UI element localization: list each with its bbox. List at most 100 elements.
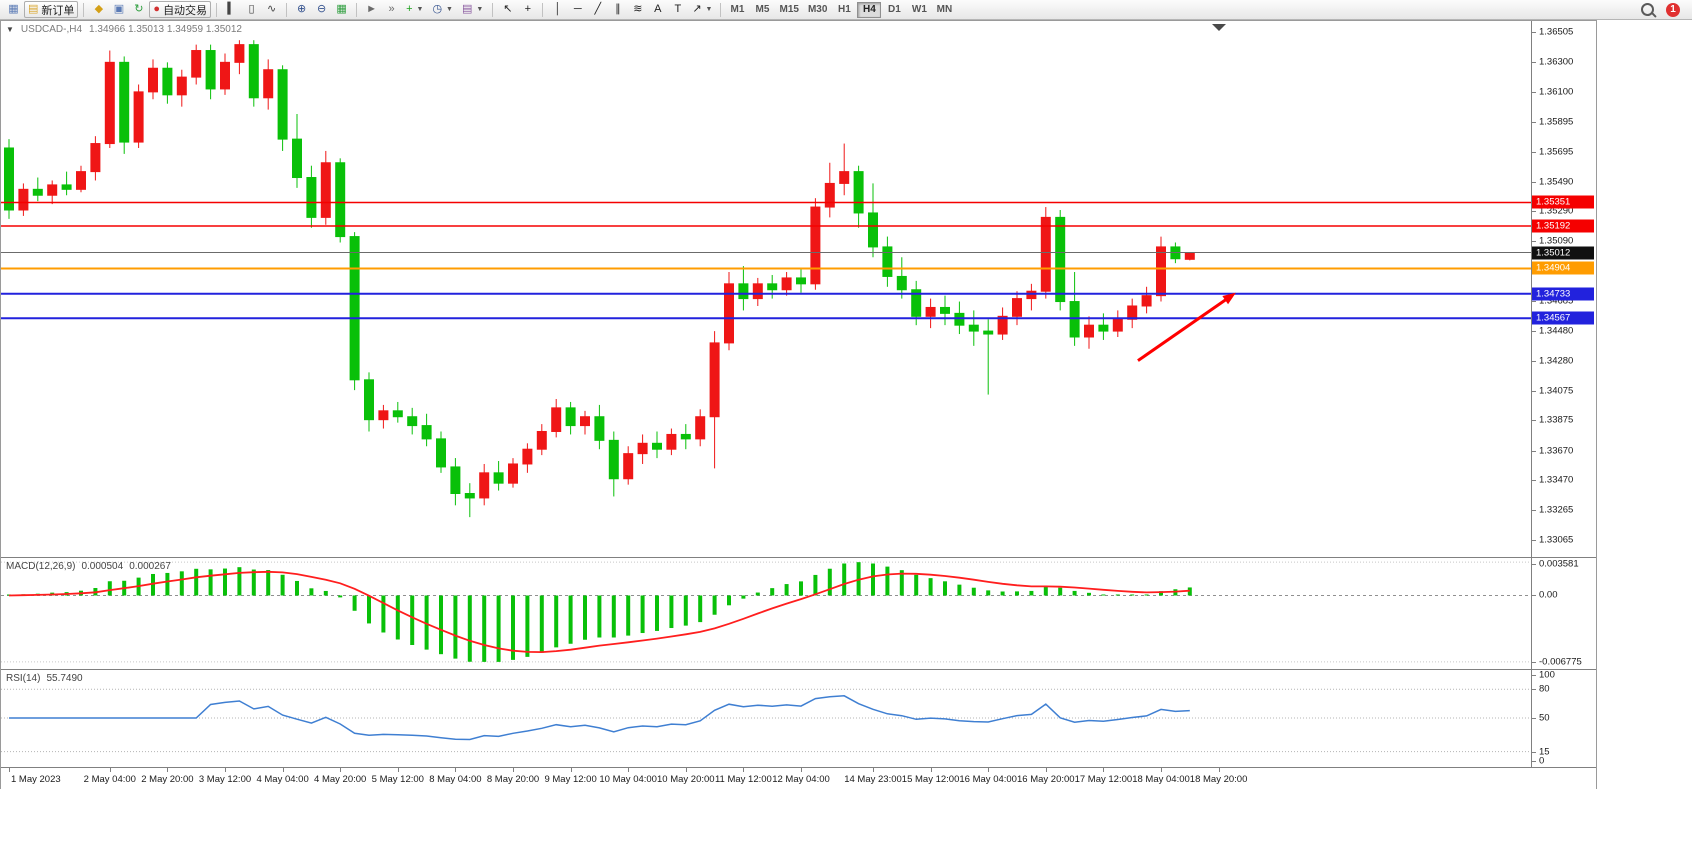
resistance-line-1-price-tag: 1.35351 bbox=[1532, 195, 1594, 209]
price-scale[interactable]: 1.36505 1.36300 1.36100 1.35895 1.35695 1.354… bbox=[1531, 21, 1596, 557]
timeframe-m1-button[interactable]: M1 bbox=[725, 2, 749, 18]
timeframe-m30-button[interactable]: M30 bbox=[804, 2, 831, 18]
time-axis-label: 11 May 12:00 bbox=[714, 774, 772, 785]
time-axis-tick bbox=[513, 768, 514, 772]
timeframe-m15-button[interactable]: M15 bbox=[775, 2, 802, 18]
toolbar-separator bbox=[83, 2, 85, 17]
price-scale-label: 1.35090 bbox=[1539, 235, 1574, 247]
time-axis-label: 17 May 12:00 bbox=[1074, 774, 1133, 785]
candle-body bbox=[551, 407, 562, 432]
candle-body bbox=[479, 472, 490, 499]
timeframe-mn-button[interactable]: MN bbox=[932, 2, 956, 18]
periods-button[interactable]: ◷ ▼ bbox=[428, 1, 457, 18]
candle-body bbox=[335, 162, 346, 238]
zoom-in-icon: ⊕ bbox=[296, 3, 307, 15]
candle-body bbox=[1069, 301, 1080, 338]
time-axis-label: 5 May 12:00 bbox=[371, 774, 424, 785]
line-chart-button[interactable]: ∿ bbox=[262, 1, 281, 18]
time-axis-label: 4 May 04:00 bbox=[256, 774, 309, 785]
rsi-value: 55.7490 bbox=[46, 673, 83, 684]
arrows-button[interactable]: ↗ ▼ bbox=[688, 1, 716, 18]
timeframe-m5-button[interactable]: M5 bbox=[750, 2, 774, 18]
rsi-scale-label: 0 bbox=[1539, 755, 1545, 767]
toolbar-separator bbox=[542, 2, 544, 17]
bar-chart-button[interactable]: ▍ bbox=[222, 1, 241, 18]
timeframe-d1-button[interactable]: D1 bbox=[882, 2, 906, 18]
indicators-button[interactable]: + ▼ bbox=[402, 1, 427, 18]
time-axis-tick bbox=[282, 768, 284, 772]
candlestick-button[interactable]: ▯ bbox=[242, 1, 261, 18]
rsi-scale-label: 80 bbox=[1539, 683, 1550, 695]
price-chart-plot[interactable] bbox=[1, 21, 1531, 557]
candle-body bbox=[796, 277, 806, 285]
rsi-plot-container: RSI(14) 55.7490 bbox=[1, 670, 1531, 767]
macd-plot[interactable] bbox=[1, 558, 1531, 668]
chart-shift-button[interactable]: » bbox=[382, 1, 401, 18]
one-click-trading-toggle-icon[interactable]: ▼ bbox=[6, 25, 14, 34]
candle-body bbox=[680, 433, 691, 440]
zoom-in-button[interactable]: ⊕ bbox=[292, 1, 311, 18]
auto-scroll-button[interactable]: ► bbox=[362, 1, 381, 18]
chart-shift-marker-icon[interactable] bbox=[1212, 24, 1226, 31]
timeframe-h1-button[interactable]: H1 bbox=[832, 2, 856, 18]
cursor-button[interactable]: ↖ bbox=[498, 1, 517, 18]
time-axis-tick bbox=[628, 768, 630, 772]
search-icon[interactable] bbox=[1641, 3, 1654, 16]
rsi-scale-tick bbox=[1532, 689, 1536, 691]
toolbar-separator bbox=[356, 2, 358, 17]
dropdown-arrow-icon: ▼ bbox=[476, 6, 484, 13]
time-axis-label: 9 May 12:00 bbox=[544, 774, 597, 785]
channel-icon: ∥ bbox=[615, 3, 621, 15]
candle-body bbox=[853, 171, 864, 214]
horizontal-line-button[interactable]: ─ bbox=[568, 1, 587, 18]
zoom-out-button[interactable]: ⊖ bbox=[312, 1, 331, 18]
text-button[interactable]: A bbox=[648, 1, 667, 18]
templates-button[interactable]: ▤ ▼ bbox=[458, 1, 487, 18]
candle-body bbox=[839, 171, 850, 184]
price-scale-tick bbox=[1532, 420, 1536, 422]
candle-body bbox=[983, 330, 994, 335]
price-scale-label: 1.33065 bbox=[1539, 534, 1574, 546]
candle-body bbox=[320, 162, 331, 218]
text-label-button[interactable]: T bbox=[668, 1, 687, 18]
red-arrow-head[interactable] bbox=[1222, 292, 1236, 305]
rsi-scale[interactable]: 100 80 50 15 0 bbox=[1531, 670, 1596, 767]
toolbar-button-groups: ▦ ▤ 新订单 ◆ ▣ ↻ ● 自动交易 ▍ ▯ ∿ ⊕ ⊖ ▦ ►» + ▼ ◷ ▼ ▤ ▼ ↖ + │ ─ ╱ ∥ ≋ A T ↗ ▼ bbox=[4, 1, 716, 18]
macd-scale[interactable]: 0.003581 0.00 -0.006775 bbox=[1531, 558, 1596, 669]
price-scale-tick bbox=[1532, 390, 1536, 392]
vertical-line-button[interactable]: │ bbox=[548, 1, 567, 18]
trendline-button[interactable]: ╱ bbox=[588, 1, 607, 18]
time-axis-tick bbox=[1218, 768, 1220, 772]
timeframe-h4-button[interactable]: H4 bbox=[857, 1, 882, 18]
time-axis-tick bbox=[930, 768, 932, 772]
rsi-plot[interactable] bbox=[1, 670, 1531, 766]
crosshair-button[interactable]: + bbox=[518, 1, 537, 18]
new-order-button[interactable]: ▤ 新订单 bbox=[24, 1, 79, 18]
red-arrow[interactable] bbox=[1137, 295, 1231, 362]
fibonacci-button[interactable]: ≋ bbox=[628, 1, 647, 18]
channel-button[interactable]: ∥ bbox=[608, 1, 627, 18]
candle-body bbox=[911, 289, 922, 317]
time-axis[interactable]: 1 May 2023 2 May 04:00 2 May 20:00 3 May 12… bbox=[1, 767, 1596, 790]
time-axis-label: 18 May 20:00 bbox=[1189, 774, 1248, 785]
tile-windows-button[interactable]: ▦ bbox=[332, 1, 351, 18]
auto-trading-button[interactable]: ● 自动交易 bbox=[149, 1, 212, 18]
candle-body bbox=[234, 44, 245, 63]
notification-badge[interactable]: 1 bbox=[1666, 2, 1680, 17]
time-axis-tick bbox=[801, 768, 802, 772]
macd-label-text: MACD(12,26,9) bbox=[6, 561, 76, 572]
candle-body bbox=[392, 410, 403, 418]
market-watch-button[interactable]: ◆ bbox=[89, 1, 108, 18]
candle-body bbox=[1084, 324, 1094, 338]
timeframe-w1-button[interactable]: W1 bbox=[907, 2, 931, 18]
vertical-line-icon: │ bbox=[554, 3, 562, 15]
data-window-button[interactable]: ▣ bbox=[109, 1, 128, 18]
time-axis-tick bbox=[397, 768, 399, 772]
candle-body bbox=[652, 442, 662, 450]
candle-body bbox=[104, 61, 115, 145]
chart-window-icon-button[interactable]: ▦ bbox=[4, 1, 23, 18]
rsi-line bbox=[9, 695, 1190, 741]
data-window-icon: ▣ bbox=[113, 3, 125, 15]
refresh-button[interactable]: ↻ bbox=[129, 1, 148, 18]
